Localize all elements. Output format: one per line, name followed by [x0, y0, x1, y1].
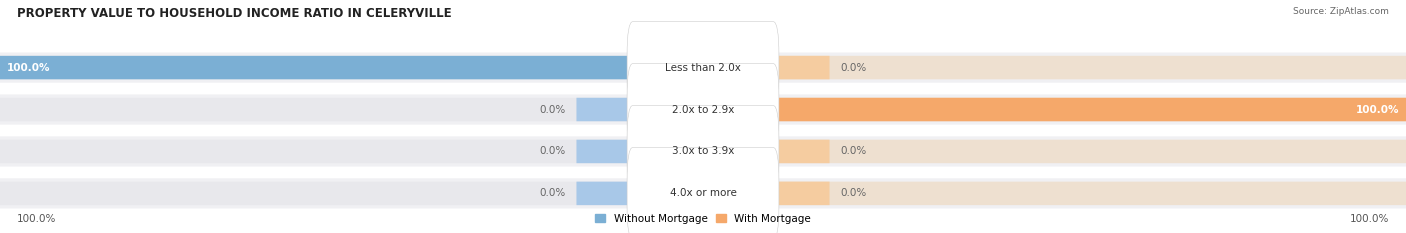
FancyBboxPatch shape	[576, 98, 633, 121]
Text: 0.0%: 0.0%	[540, 105, 565, 114]
Text: 0.0%: 0.0%	[841, 63, 866, 72]
Text: 100.0%: 100.0%	[7, 63, 51, 72]
FancyBboxPatch shape	[773, 56, 830, 79]
FancyBboxPatch shape	[0, 140, 633, 163]
FancyBboxPatch shape	[0, 94, 1406, 125]
Text: 0.0%: 0.0%	[540, 188, 565, 198]
FancyBboxPatch shape	[773, 98, 1406, 121]
FancyBboxPatch shape	[0, 52, 1406, 83]
FancyBboxPatch shape	[627, 106, 779, 197]
FancyBboxPatch shape	[576, 182, 633, 205]
FancyBboxPatch shape	[773, 56, 1406, 79]
Text: 3.0x to 3.9x: 3.0x to 3.9x	[672, 147, 734, 156]
Text: PROPERTY VALUE TO HOUSEHOLD INCOME RATIO IN CELERYVILLE: PROPERTY VALUE TO HOUSEHOLD INCOME RATIO…	[17, 7, 451, 20]
Text: 0.0%: 0.0%	[841, 147, 866, 156]
FancyBboxPatch shape	[0, 98, 633, 121]
Text: 2.0x to 2.9x: 2.0x to 2.9x	[672, 105, 734, 114]
FancyBboxPatch shape	[0, 56, 633, 79]
FancyBboxPatch shape	[0, 182, 633, 205]
FancyBboxPatch shape	[773, 140, 1406, 163]
FancyBboxPatch shape	[773, 182, 1406, 205]
Text: 100.0%: 100.0%	[17, 214, 56, 224]
FancyBboxPatch shape	[576, 140, 633, 163]
FancyBboxPatch shape	[0, 56, 633, 79]
Text: 100.0%: 100.0%	[1355, 105, 1399, 114]
Text: Source: ZipAtlas.com: Source: ZipAtlas.com	[1294, 7, 1389, 16]
FancyBboxPatch shape	[773, 98, 1406, 121]
FancyBboxPatch shape	[773, 140, 830, 163]
FancyBboxPatch shape	[0, 178, 1406, 209]
FancyBboxPatch shape	[0, 136, 1406, 167]
Text: Less than 2.0x: Less than 2.0x	[665, 63, 741, 72]
FancyBboxPatch shape	[773, 182, 830, 205]
Text: 4.0x or more: 4.0x or more	[669, 188, 737, 198]
Text: 0.0%: 0.0%	[540, 147, 565, 156]
FancyBboxPatch shape	[627, 22, 779, 113]
FancyBboxPatch shape	[627, 64, 779, 155]
Text: 100.0%: 100.0%	[1350, 214, 1389, 224]
FancyBboxPatch shape	[627, 147, 779, 233]
Text: 0.0%: 0.0%	[841, 188, 866, 198]
Legend: Without Mortgage, With Mortgage: Without Mortgage, With Mortgage	[591, 209, 815, 228]
